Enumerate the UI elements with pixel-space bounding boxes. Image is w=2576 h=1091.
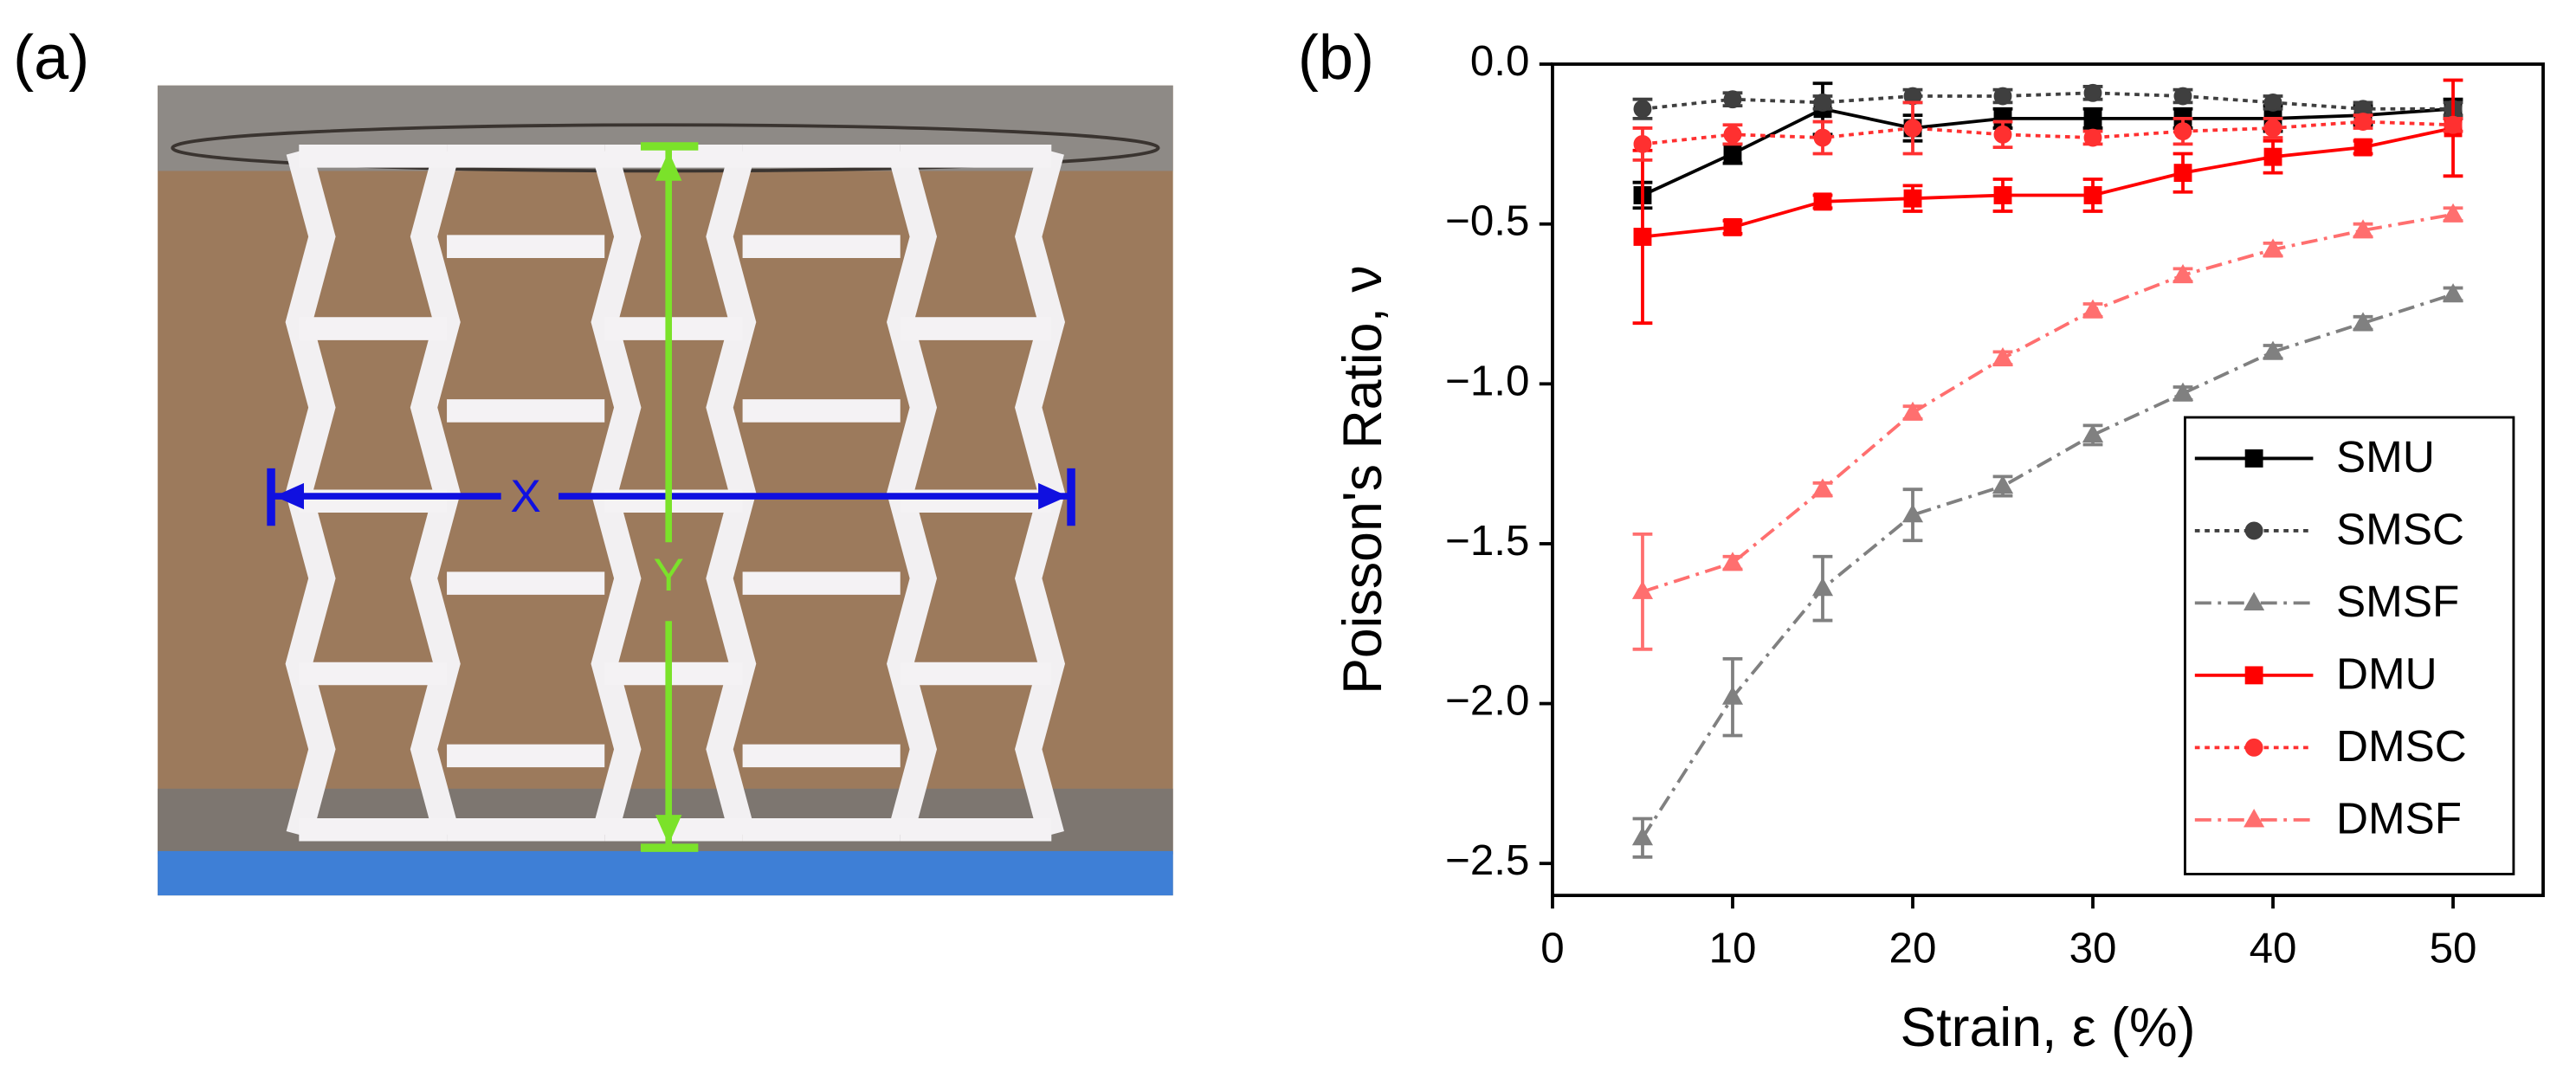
legend-label: SMSF: [2336, 577, 2459, 626]
marker: [2263, 119, 2282, 138]
marker: [2352, 219, 2374, 238]
marker: [2263, 147, 2282, 166]
marker: [1993, 87, 2012, 106]
marker: [1631, 826, 1654, 846]
plot-frame: [1551, 62, 2545, 898]
marker: [1903, 189, 1922, 208]
marker: [2262, 238, 2284, 257]
marker: [1723, 145, 1742, 163]
marker: [1993, 125, 2012, 144]
legend-marker: [2244, 591, 2265, 610]
legend-marker: [2244, 809, 2265, 828]
marker: [2352, 312, 2374, 331]
series-line: [1642, 212, 2454, 594]
marker: [1813, 128, 1832, 147]
x-tick-label: 10: [1709, 925, 1757, 972]
x-axis-label: Strain, ε (%): [1900, 997, 2195, 1058]
marker: [2442, 203, 2464, 223]
plot: 0.0 −0.5 −1.0 −1.5 −2.0 −2.50 10 20 30 40 50 Strain…: [1333, 37, 2545, 1058]
marker: [2082, 423, 2104, 442]
marker: [2173, 164, 2192, 183]
marker: [1633, 100, 1652, 119]
marker: [1723, 90, 1742, 109]
y-tick-label: −0.5: [1445, 197, 1529, 245]
x-tick-label: 50: [2430, 925, 2477, 972]
legend-marker: [2244, 449, 2263, 468]
marker: [1901, 503, 1924, 523]
marker: [1813, 192, 1832, 211]
marker: [2353, 138, 2373, 157]
y-tick-label: −1.0: [1445, 357, 1529, 404]
series-line: [1642, 119, 2454, 146]
marker: [2442, 283, 2464, 302]
series-line: [1641, 293, 2454, 839]
marker: [1811, 478, 1834, 497]
legend-marker: [2244, 738, 2263, 757]
x-tick-label: 20: [1889, 925, 1937, 972]
marker: [1811, 577, 1834, 597]
series-line: [1642, 107, 2454, 197]
panel-label: (a): [13, 23, 89, 93]
marker: [2172, 263, 2194, 283]
series-line: [1642, 126, 2454, 239]
marker: [2444, 115, 2463, 134]
marker: [2082, 299, 2104, 318]
x-tick-label: 30: [2069, 925, 2117, 972]
y-axis-label: Poisson's Ratio, ν: [1333, 265, 1393, 694]
marker: [1721, 686, 1744, 705]
panel-label: (b): [1298, 23, 1374, 93]
marker: [2083, 109, 2102, 128]
marker: [1901, 401, 1924, 421]
x-tick-label: 0: [1540, 925, 1564, 972]
measure-label: X: [510, 471, 540, 522]
marker: [1813, 93, 1832, 112]
legend-label: DMU: [2336, 649, 2437, 698]
marker: [2173, 87, 2192, 106]
marker: [1993, 186, 2012, 204]
legend-label: DMSF: [2336, 793, 2462, 842]
marker: [1903, 119, 1922, 138]
y-tick-label: −1.5: [1445, 517, 1529, 565]
marker: [1633, 134, 1652, 153]
marker: [2262, 340, 2284, 359]
arrow-head: [274, 482, 305, 510]
legend-label: DMSC: [2336, 721, 2467, 771]
marker: [1633, 228, 1652, 246]
y-tick-label: −2.5: [1445, 836, 1529, 884]
legend-marker: [2244, 521, 2263, 540]
marker: [2083, 83, 2102, 102]
marker: [1992, 346, 2014, 366]
legend-marker: [2244, 666, 2263, 685]
marker: [1631, 580, 1654, 599]
marker: [1723, 125, 1742, 144]
y-tick-label: −2.0: [1445, 677, 1529, 725]
legend-label: SMSC: [2336, 504, 2464, 553]
arrow-head: [655, 151, 682, 181]
legend-box: [2184, 416, 2515, 875]
arrow-head: [655, 815, 682, 845]
marker: [2173, 122, 2192, 141]
x-tick-label: 40: [2250, 925, 2297, 972]
y-tick-label: 0.0: [1470, 37, 1530, 85]
marker: [2353, 113, 2373, 131]
marker: [2263, 93, 2282, 112]
marker: [1721, 552, 1744, 571]
measure-label: Y: [653, 550, 683, 601]
base: [158, 850, 1173, 896]
series-line: [1642, 91, 2454, 111]
marker: [1723, 217, 1742, 236]
legend-label: SMU: [2336, 432, 2435, 481]
marker: [2172, 382, 2194, 401]
photo: XY: [158, 85, 1173, 896]
marker: [1992, 474, 2014, 494]
marker: [2083, 128, 2102, 147]
arrow-head: [1038, 482, 1068, 510]
marker: [2083, 186, 2102, 204]
